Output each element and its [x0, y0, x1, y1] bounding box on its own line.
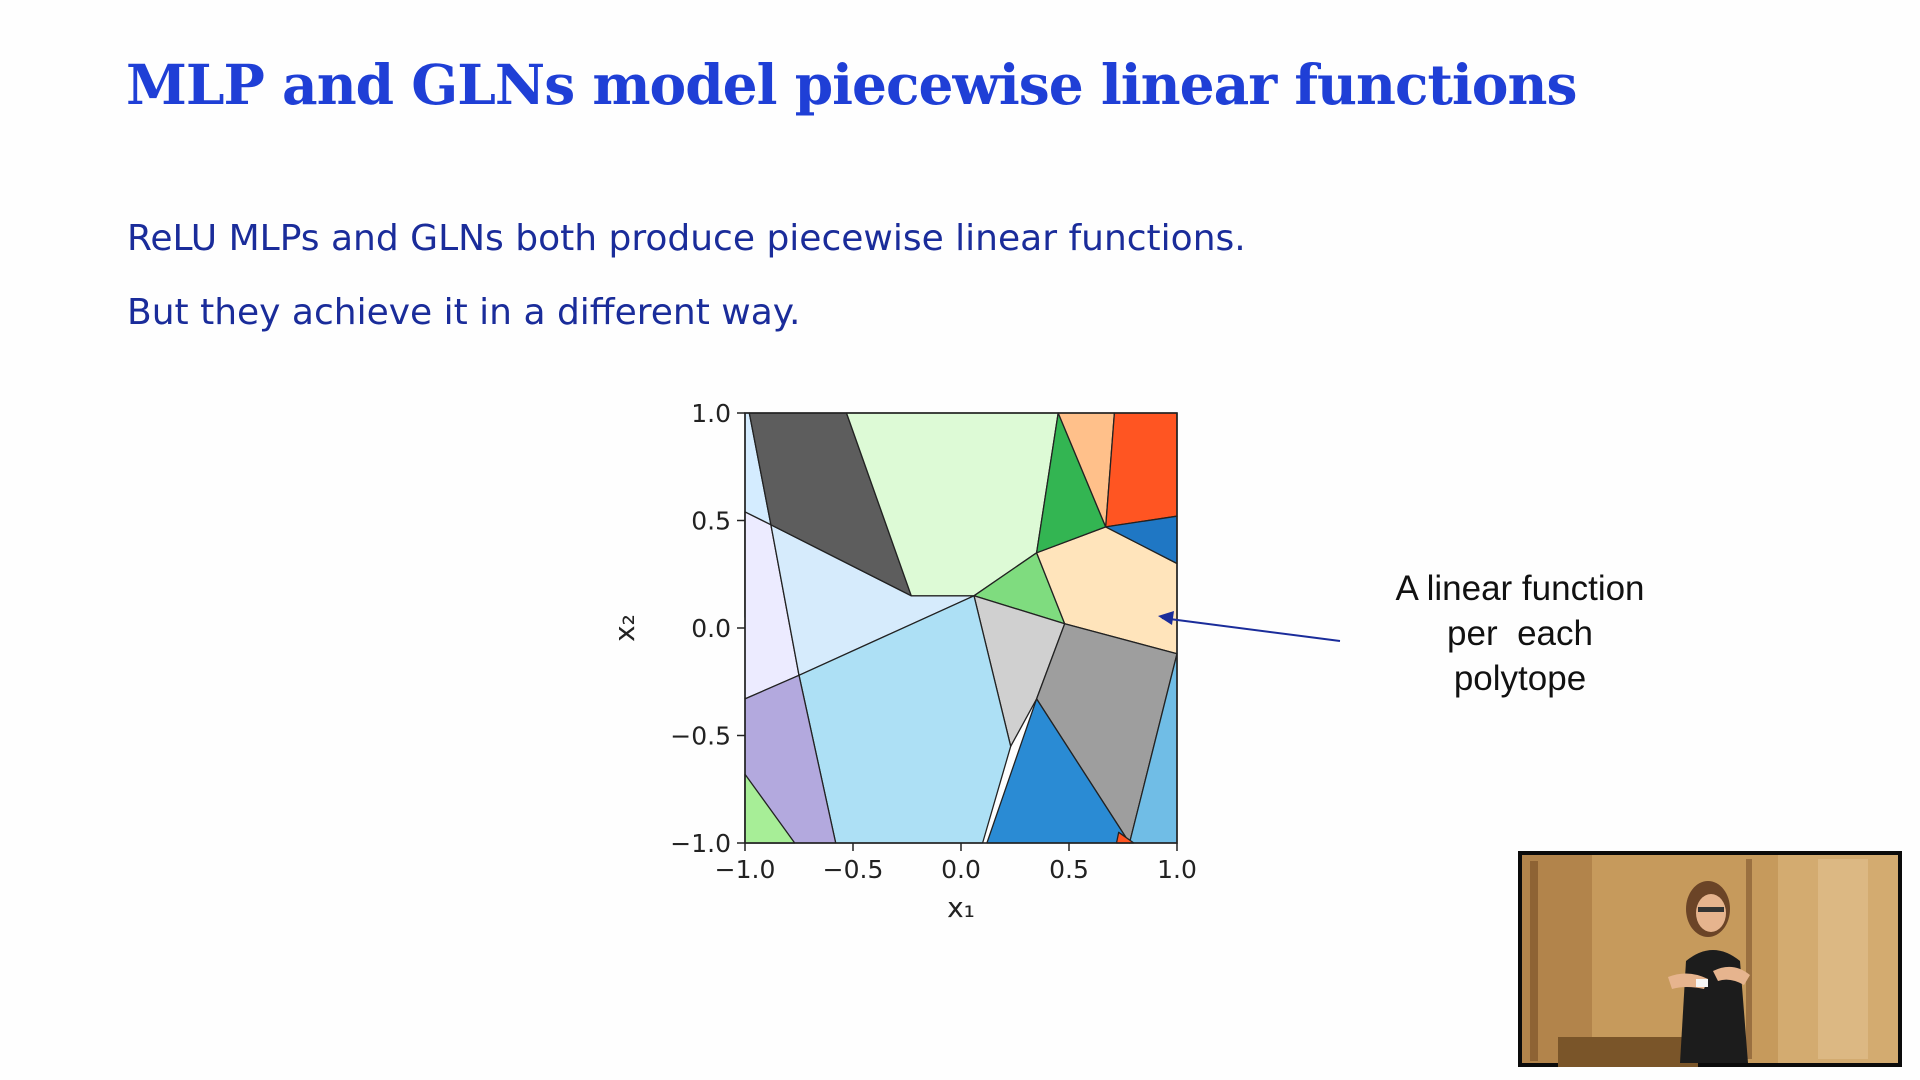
y-tick-label: −0.5 [670, 722, 731, 751]
speaker-video-feed [1518, 851, 1902, 1067]
polytope-regions [744, 412, 1178, 844]
x-tick-label: −0.5 [823, 855, 884, 884]
x-axis-label: x₁ [947, 891, 975, 924]
speaker-video-image [1522, 855, 1898, 1067]
callout-arrow-head [1158, 611, 1174, 625]
y-axis-label: x₂ [608, 614, 641, 642]
callout-arrow-shaft [1161, 617, 1341, 642]
y-tick-label: 1.0 [691, 399, 731, 428]
polytope-region-11 [1105, 412, 1178, 528]
slide-title: MLP and GLNs model piecewise linear func… [126, 52, 1577, 117]
bullet-different-way: But they achieve it in a different way. [127, 292, 801, 333]
callout-line-3: polytope [1453, 659, 1587, 698]
y-tick-label: −1.0 [670, 829, 731, 858]
polytope-plot: −1.0 −0.5 0.0 0.5 1.0 1.0 0.5 0.0 −0.5 −1.0 x₁ x… [608, 399, 1197, 924]
callout-arrow [1158, 611, 1341, 642]
y-tick-label: 0.5 [691, 507, 731, 536]
y-axis-ticks: 1.0 0.5 0.0 −0.5 −1.0 [670, 399, 745, 858]
x-tick-label: 1.0 [1157, 855, 1197, 884]
x-axis-ticks: −1.0 −0.5 0.0 0.5 1.0 [715, 843, 1197, 884]
x-tick-label: −1.0 [715, 855, 776, 884]
x-tick-label: 0.5 [1049, 855, 1089, 884]
callout-text: A linear function per each polytope [1370, 566, 1670, 701]
y-tick-label: 0.0 [691, 614, 731, 643]
callout-line-1: A linear function [1395, 569, 1645, 608]
callout-line-2: per each [1447, 614, 1593, 653]
x-tick-label: 0.0 [941, 855, 981, 884]
bullet-relu-mlps: ReLU MLPs and GLNs both produce piecewis… [127, 218, 1246, 259]
